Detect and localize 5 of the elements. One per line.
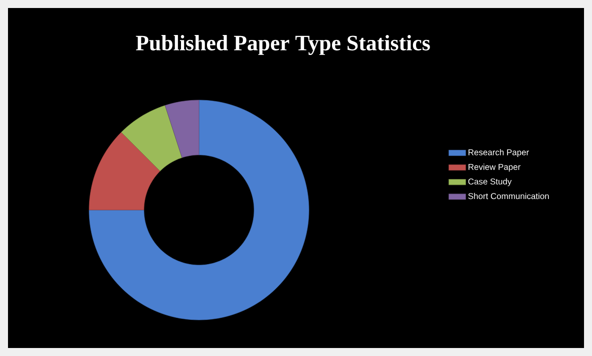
legend-label: Review Paper	[468, 164, 520, 172]
chart-title: Published Paper Type Statistics	[136, 35, 430, 55]
legend-label: Research Paper	[468, 149, 529, 157]
legend-label: Short Communication	[468, 192, 549, 200]
legend-label: Case Study	[468, 178, 512, 186]
